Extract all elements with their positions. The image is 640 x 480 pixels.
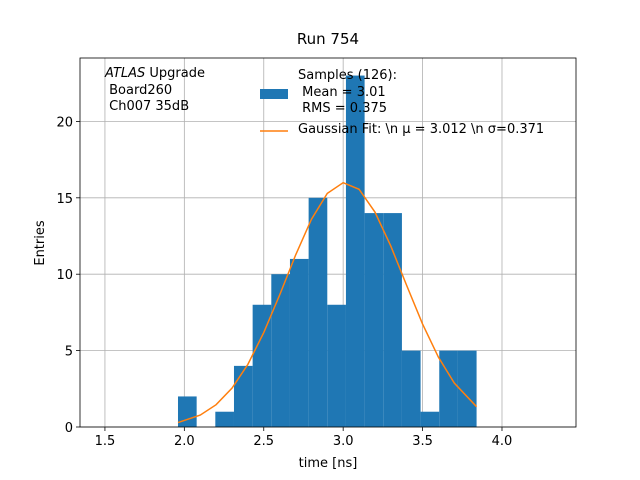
axes-frame (79, 57, 577, 428)
bar (327, 304, 346, 427)
y-tick-label: 10 (56, 268, 73, 283)
x-tick-label: 3.5 (412, 434, 433, 449)
chart-title: Run 754 (297, 30, 359, 48)
legend-label: Samples (126): Mean = 3.01 RMS = 0.375 (298, 68, 397, 117)
bar (215, 411, 234, 427)
bar (252, 304, 272, 427)
y-tick-label: 0 (65, 421, 73, 436)
y-tick-label: 20 (56, 115, 73, 130)
bar (177, 396, 197, 427)
y-tick-label: 15 (56, 192, 73, 207)
bar (401, 350, 421, 427)
x-tick-label: 2.5 (253, 434, 274, 449)
bar (457, 350, 477, 427)
annotation-emphasis: ATLAS (105, 66, 146, 81)
annotation: ATLAS Upgrade Board260 Ch007 35dB (105, 66, 205, 116)
fit-line (177, 181, 478, 424)
y-axis-label: Entries (33, 220, 48, 266)
x-tick-label: 1.5 (95, 434, 116, 449)
bar (439, 350, 458, 427)
x-tick-label: 4.0 (492, 434, 513, 449)
bar (289, 258, 309, 427)
x-axis-label: time [ns] (299, 456, 358, 471)
x-tick-label: 2.0 (174, 434, 195, 449)
bar (383, 213, 402, 427)
x-tick-label: 3.0 (333, 434, 354, 449)
bar (271, 274, 290, 427)
bar (364, 213, 384, 427)
bar (345, 75, 365, 428)
annotation-text: Upgrade Board260 Ch007 35dB (109, 66, 205, 115)
legend-label: Gaussian Fit: \n μ = 3.012 \n σ=0.371 (298, 122, 545, 137)
bar (420, 411, 440, 427)
bar (233, 365, 253, 427)
bar (308, 197, 328, 427)
y-tick-label: 5 (65, 345, 73, 360)
legend-patch (260, 89, 288, 99)
